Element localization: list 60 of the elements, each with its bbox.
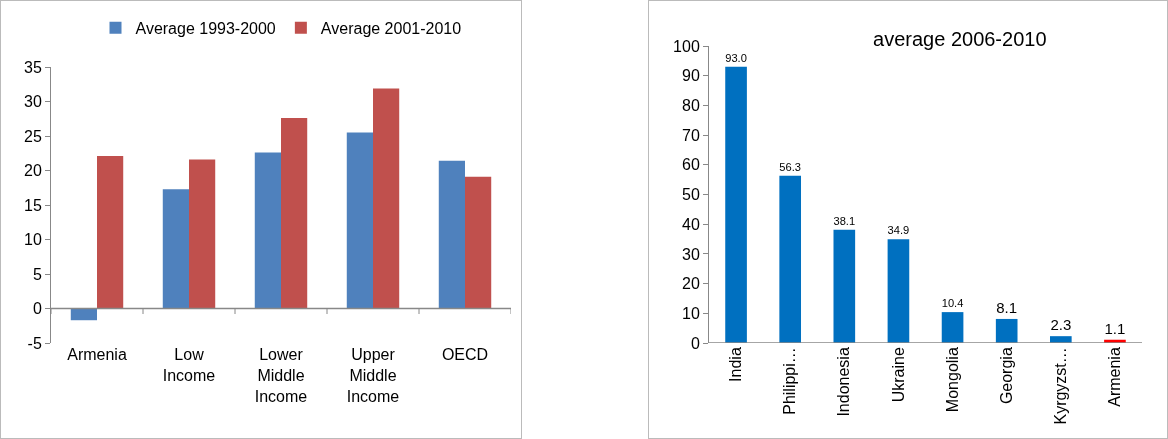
bar (189, 159, 216, 309)
bar (725, 66, 747, 343)
y-tick-label: 80 (682, 97, 700, 114)
x-tick-label: Low Income (162, 346, 216, 384)
y-tick-label: 30 (24, 93, 42, 111)
y-tick-label: 15 (24, 196, 42, 214)
data-label: 2.3 (1050, 316, 1072, 334)
bar (833, 229, 856, 343)
bar (995, 318, 1018, 343)
x-tick-label: Georgia (997, 347, 1015, 405)
y-tick-label: 5 (32, 265, 42, 283)
bar (438, 160, 465, 309)
data-label: 56.3 (779, 160, 801, 173)
x-tick-label: Ukraine (889, 347, 907, 403)
x-tick-label: Upper Middle Income (346, 346, 400, 405)
y-tick-label: 70 (682, 126, 700, 144)
bar (162, 189, 189, 309)
bar (779, 175, 802, 343)
y-tick-label: 50 (682, 186, 700, 204)
data-label: 1.1 (1104, 319, 1126, 337)
bar (373, 88, 400, 309)
x-tick-label: Kyrgyzst… (1052, 347, 1070, 425)
x-tick-label: Mongolia (943, 347, 961, 413)
x-tick-label: Armenia (67, 346, 127, 363)
bar (941, 312, 964, 343)
y-tick-label: 35 (24, 58, 42, 76)
bar (465, 176, 492, 309)
x-tick-label: Armenia (1106, 347, 1124, 407)
data-label: 8.1 (996, 298, 1018, 316)
x-tick-label: Lower Middle Income (254, 346, 308, 405)
legend-label: Average 2001-2010 (320, 20, 462, 38)
y-tick-label: 40 (682, 215, 700, 233)
y-tick-label: 30 (682, 245, 700, 263)
bar (254, 152, 281, 309)
data-label: 10.4 (941, 296, 964, 309)
data-label: 93.0 (725, 51, 747, 64)
x-tick-label: OECD (441, 346, 489, 363)
x-tick-label: Indonesia (835, 347, 853, 417)
bar (887, 239, 910, 343)
legend-label: Average 1993-2000 (135, 20, 276, 38)
y-tick-label: 60 (682, 156, 700, 174)
data-label: 34.9 (887, 224, 910, 237)
chart-title: average 2006-2010 (873, 27, 1047, 50)
bar (281, 118, 308, 309)
bar (97, 156, 124, 309)
y-tick-label: 10 (682, 304, 700, 322)
y-tick-label: 20 (682, 275, 700, 293)
x-tick-label: India (727, 347, 745, 382)
bar (346, 132, 373, 309)
x-tick-label: Philippi… (781, 347, 799, 415)
y-tick-label: 0 (690, 334, 700, 352)
y-tick-label: 90 (682, 67, 700, 85)
y-tick-label: -5 (27, 334, 42, 352)
y-tick-label: 0 (32, 300, 42, 318)
bar (70, 308, 97, 321)
y-tick-label: 25 (24, 127, 42, 145)
y-tick-label: 100 (673, 37, 700, 55)
data-label: 38.1 (833, 214, 856, 227)
y-tick-label: 20 (24, 162, 42, 180)
y-tick-label: 10 (24, 231, 42, 249)
